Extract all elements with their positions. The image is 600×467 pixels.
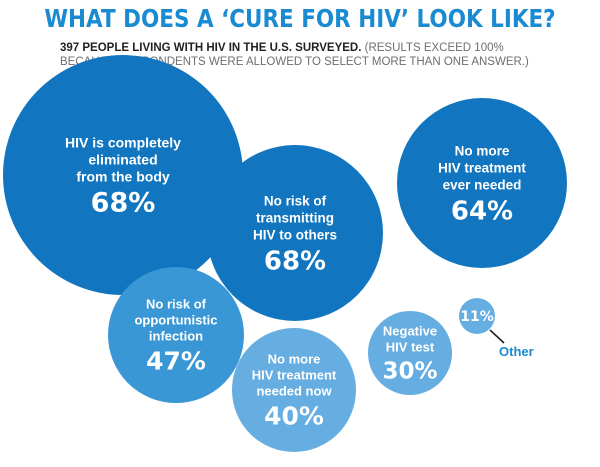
bubble-no-more-hiv-treatment-ever-needed: No more HIV treatment ever needed 64% — [397, 98, 567, 268]
bubble-label-line: needed now — [256, 384, 332, 399]
bubble-value: 68% — [91, 187, 156, 218]
bubble-label-line: No more — [268, 352, 321, 367]
bubble-value: 64% — [451, 196, 513, 226]
subtitle: 397 PEOPLE LIVING WITH HIV IN THE U.S. S… — [60, 41, 550, 69]
bubble-value: 11% — [460, 309, 494, 325]
bubble-circle — [459, 298, 495, 334]
bubble-label-line: from the body — [76, 168, 170, 184]
subtitle-bold: 397 PEOPLE LIVING WITH HIV IN THE U.S. S… — [60, 42, 362, 54]
bubble-label-line: No risk of — [264, 193, 327, 208]
bubble-label-line: infection — [149, 329, 203, 344]
bubble-circle — [232, 328, 356, 452]
bubble-no-risk-of-transmitting-hiv-to-others: No risk of transmitting HIV to others 68% — [207, 145, 383, 321]
bubble-circle — [368, 311, 452, 395]
bubble-value: 68% — [264, 246, 326, 276]
bubble-label-line: HIV treatment — [252, 368, 337, 383]
bubble-circle — [207, 145, 383, 321]
bubble-label-line: No risk of — [146, 297, 207, 312]
other-external-label: Other — [499, 344, 534, 359]
bubble-value: 47% — [146, 347, 206, 376]
bubble-other: 11% — [459, 298, 495, 334]
bubble-label-line: HIV treatment — [438, 160, 526, 175]
bubble-label-line: Negative — [383, 324, 437, 339]
bubble-circle — [3, 55, 243, 295]
other-leader-line — [489, 329, 505, 344]
bubble-label-line: HIV test — [386, 340, 435, 355]
bubble-circle — [397, 98, 567, 268]
bubble-label-line: ever needed — [443, 177, 522, 192]
bubble-label-line: No more — [455, 143, 510, 158]
bubble-value: 40% — [264, 402, 324, 431]
bubble-label-line: HIV to others — [253, 227, 337, 242]
bubble-value: 30% — [382, 359, 437, 385]
bubble-label-line: transmitting — [256, 210, 334, 225]
page-title: WHAT DOES A ‘CURE FOR HIV’ LOOK LIKE? — [44, 4, 556, 33]
bubble-circle — [108, 267, 244, 403]
bubble-label-line: opportunistic — [134, 313, 217, 328]
bubble-label-line: HIV is completely — [65, 134, 181, 150]
subtitle-rest: (RESULTS EXCEED 100% BECAUSE RESPONDENTS… — [60, 42, 529, 68]
bubble-label-line: eliminated — [88, 151, 157, 167]
